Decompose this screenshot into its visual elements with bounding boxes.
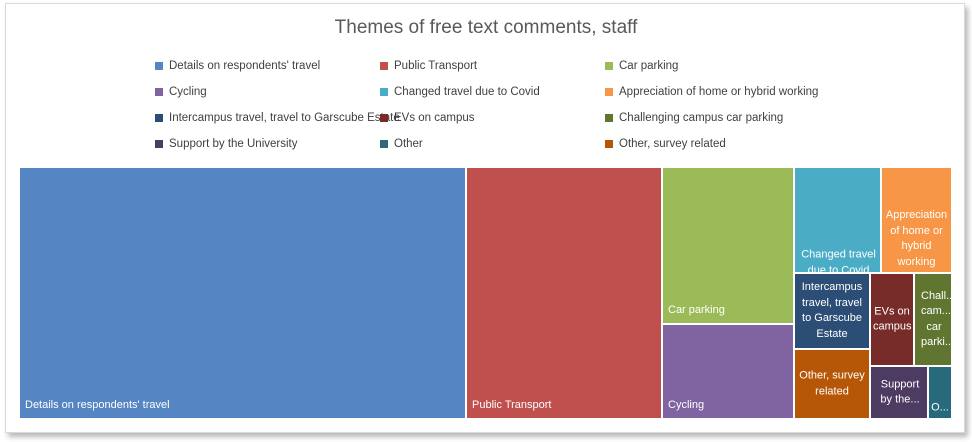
treemap-tile: Public Transport (466, 167, 662, 419)
treemap-tile: Appreciation of home or hybrid working (881, 167, 952, 273)
legend-label: Other, survey related (619, 138, 726, 150)
legend-label: Challenging campus car parking (619, 112, 784, 124)
tile-label: Intercampus travel, travel to Garscube E… (801, 281, 863, 340)
tile-label: Support by the... (880, 378, 920, 406)
legend-label: Support by the University (169, 138, 298, 150)
legend-swatch (605, 114, 613, 122)
tile-label: Chall... cam... car parki... (921, 289, 952, 349)
legend-swatch (605, 88, 613, 96)
chart-title: Themes of free text comments, staff (334, 17, 638, 38)
treemap-tile: Details on respondents' travel (19, 167, 466, 419)
legend-label: Cycling (169, 86, 207, 98)
legend-swatch (155, 140, 163, 148)
tile-label: Changed travel due to Covid (801, 248, 876, 273)
legend-label: Appreciation of home or hybrid working (619, 86, 819, 98)
legend-swatch (380, 62, 388, 70)
legend-label: Car parking (619, 60, 679, 72)
treemap-tile: Intercampus travel, travel to Garscube E… (794, 273, 870, 349)
legend-label: Other (394, 138, 423, 150)
treemap-tile: Other, survey related (794, 349, 870, 419)
legend-swatch (155, 88, 163, 96)
tile-label: Appreciation of home or hybrid working (885, 209, 948, 268)
tile-label: O... (931, 401, 949, 414)
legend-label: Intercampus travel, travel to Garscube E… (169, 112, 400, 124)
legend-swatch (605, 140, 613, 148)
legend-swatch (155, 62, 163, 70)
legend-swatch (155, 114, 163, 122)
legend-label: EVs on campus (394, 112, 475, 124)
treemap-tile: EVs on campus (870, 273, 914, 366)
tile-label: Cycling (668, 398, 705, 411)
legend-swatch (380, 140, 388, 148)
tile-label: Car parking (668, 303, 725, 316)
legend-swatch (605, 62, 613, 70)
legend-swatch (380, 114, 388, 122)
tile-label: Details on respondents' travel (25, 398, 170, 411)
treemap-tile: O... (928, 366, 952, 419)
treemap-tile: Cycling (662, 324, 794, 419)
treemap-tile: Car parking (662, 167, 794, 324)
treemap-tile: Changed travel due to Covid (794, 167, 881, 273)
legend-label: Details on respondents' travel (169, 60, 321, 72)
treemap-tile: Support by the... (870, 366, 928, 419)
legend-label: Public Transport (394, 60, 478, 72)
tile-label: Other, survey related (799, 369, 865, 398)
legend-label: Changed travel due to Covid (394, 86, 540, 98)
tile-label: EVs on campus (873, 305, 912, 333)
treemap-tile: Chall... cam... car parki... (914, 273, 952, 366)
legend-swatch (380, 88, 388, 96)
tile-label: Public Transport (472, 398, 552, 411)
